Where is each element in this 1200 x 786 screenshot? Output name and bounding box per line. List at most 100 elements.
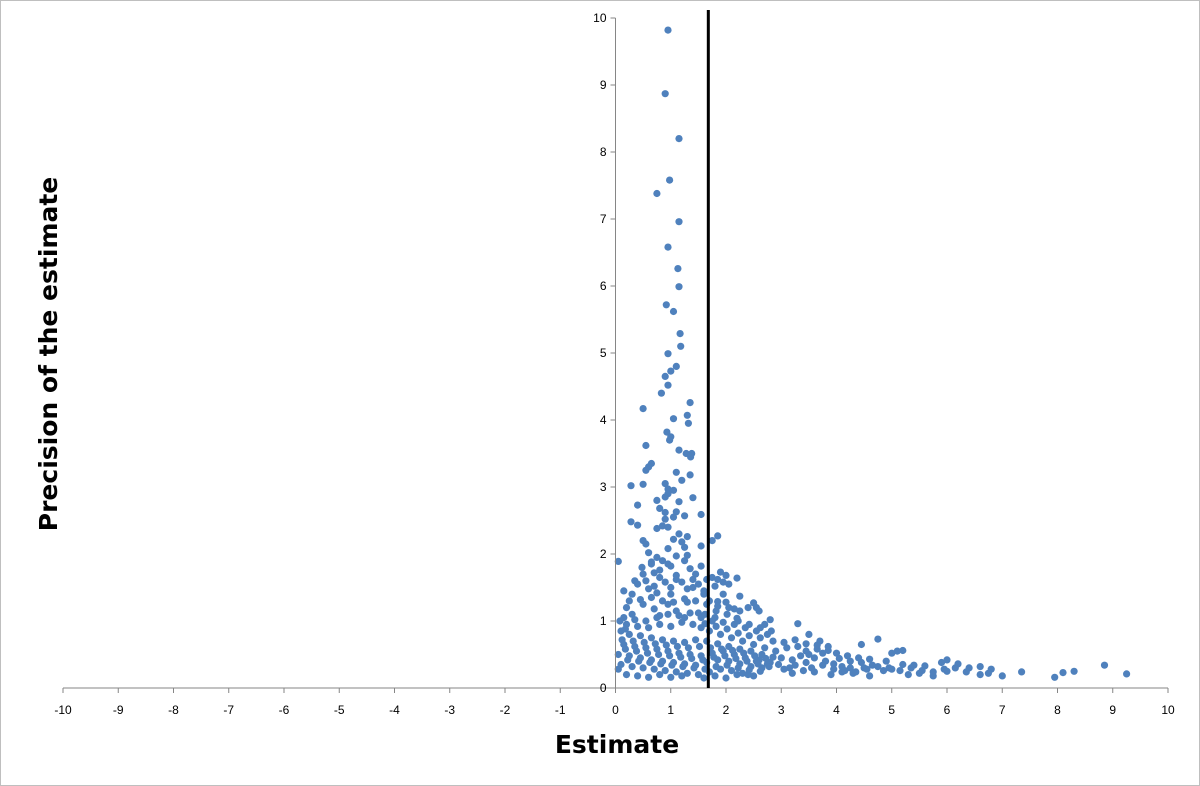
y-tick-label: 1	[600, 614, 607, 628]
data-point	[639, 405, 647, 413]
data-point	[684, 644, 693, 652]
x-tick-label: 5	[888, 703, 895, 717]
data-point	[794, 620, 802, 628]
data-point	[681, 638, 689, 647]
data-point	[723, 625, 731, 633]
data-point	[668, 661, 676, 669]
data-point	[669, 486, 678, 494]
data-point	[1123, 670, 1131, 678]
data-point	[653, 589, 661, 597]
data-point	[780, 665, 788, 673]
data-point	[730, 605, 738, 613]
y-axis-title: Precision of the estimate	[34, 177, 63, 531]
data-point	[616, 617, 624, 625]
data-point	[1051, 673, 1059, 681]
data-point	[755, 607, 763, 615]
data-point	[687, 453, 695, 461]
data-point	[628, 610, 636, 618]
data-point	[645, 585, 653, 593]
data-point	[653, 496, 661, 504]
data-point	[794, 642, 802, 651]
data-point	[662, 301, 670, 309]
data-point	[734, 617, 742, 625]
y-tick-label: 7	[600, 212, 607, 226]
data-point	[772, 647, 780, 655]
data-point	[802, 647, 810, 655]
data-point	[667, 590, 675, 598]
data-point	[656, 573, 664, 582]
data-point	[701, 610, 709, 618]
data-point	[642, 617, 650, 625]
data-point	[722, 598, 730, 606]
data-point	[642, 577, 650, 585]
data-point	[647, 634, 656, 642]
data-point	[832, 649, 841, 657]
y-tick-label: 0	[600, 681, 607, 695]
data-point	[744, 604, 752, 612]
data-point	[678, 578, 686, 586]
data-point	[976, 663, 984, 671]
x-tick-label: 10	[1161, 703, 1175, 717]
data-point	[675, 135, 683, 143]
data-point	[761, 644, 769, 652]
data-point	[692, 636, 700, 644]
data-point	[675, 530, 683, 538]
data-point	[756, 624, 764, 632]
data-point	[675, 498, 683, 506]
data-point	[672, 508, 680, 516]
data-point	[664, 523, 672, 531]
data-point	[788, 669, 796, 677]
data-point	[918, 667, 926, 675]
data-point	[721, 652, 729, 660]
data-point	[830, 660, 838, 668]
data-point	[678, 476, 686, 484]
data-point	[712, 607, 720, 615]
data-point	[888, 649, 896, 657]
data-point	[863, 665, 871, 673]
data-point	[666, 652, 674, 660]
data-point	[657, 660, 665, 668]
data-point	[1100, 661, 1109, 669]
data-point	[653, 553, 661, 562]
data-point	[734, 664, 742, 672]
data-point	[669, 598, 678, 606]
data-point	[622, 671, 631, 679]
data-point	[625, 597, 633, 605]
data-point	[614, 557, 622, 566]
data-point	[745, 666, 753, 674]
data-point	[740, 649, 748, 657]
data-point	[874, 635, 882, 643]
data-point	[785, 664, 794, 672]
data-point	[697, 562, 705, 570]
data-point	[681, 595, 689, 603]
data-point	[808, 664, 816, 672]
data-point	[656, 620, 664, 629]
data-point	[734, 629, 742, 637]
data-point	[683, 551, 691, 559]
data-point	[629, 637, 637, 645]
data-point	[719, 590, 727, 598]
data-point	[677, 653, 685, 661]
data-point	[689, 575, 697, 584]
data-point	[722, 571, 730, 580]
data-point	[673, 642, 682, 651]
data-point	[656, 504, 664, 512]
data-point	[664, 26, 672, 34]
data-point	[658, 557, 667, 565]
data-point	[650, 582, 658, 590]
data-point	[661, 90, 669, 98]
data-point	[716, 630, 725, 639]
data-point	[628, 590, 636, 598]
data-point	[667, 367, 675, 375]
x-tick-label: -7	[223, 703, 234, 717]
data-point	[984, 669, 993, 677]
data-point	[699, 656, 707, 664]
x-tick-label: -1	[555, 703, 566, 717]
data-point	[678, 538, 686, 546]
x-tick-label: -4	[389, 703, 400, 717]
data-point	[634, 580, 642, 588]
data-point	[636, 596, 645, 604]
data-point	[632, 647, 641, 655]
data-point	[1059, 669, 1067, 677]
